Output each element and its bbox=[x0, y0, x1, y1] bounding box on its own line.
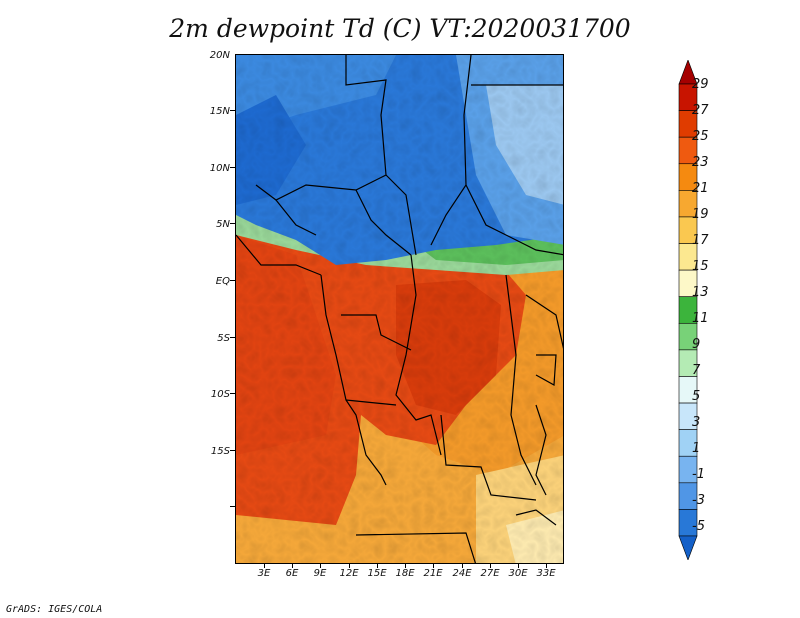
lon-tick bbox=[264, 564, 265, 568]
lon-tick bbox=[518, 564, 519, 568]
lon-tick bbox=[292, 564, 293, 568]
colorbar-label: -5 bbox=[692, 519, 705, 534]
lon-label-12e: 12E bbox=[339, 568, 359, 579]
lon-label-9e: 9E bbox=[313, 568, 327, 579]
colorbar-label: 1 bbox=[692, 441, 701, 456]
lon-tick bbox=[433, 564, 434, 568]
lat-tick bbox=[230, 280, 235, 281]
colorbar-label: 5 bbox=[692, 389, 701, 404]
lon-label-30e: 30E bbox=[508, 568, 528, 579]
colorbar-label: 7 bbox=[692, 363, 701, 378]
lat-tick bbox=[230, 450, 235, 451]
lon-label-18e: 18E bbox=[395, 568, 415, 579]
colorbar bbox=[678, 60, 698, 560]
lon-label-24e: 24E bbox=[452, 568, 472, 579]
colorbar-segment bbox=[678, 535, 698, 560]
colorbar-label: 13 bbox=[692, 285, 709, 300]
lon-tick bbox=[349, 564, 350, 568]
colorbar-label: 23 bbox=[692, 155, 709, 170]
lat-label-10s: 10S bbox=[210, 389, 230, 400]
lat-tick bbox=[230, 110, 235, 111]
colorbar-label: 29 bbox=[692, 77, 709, 92]
map-panel bbox=[235, 54, 564, 564]
lat-label-10n: 10N bbox=[209, 163, 230, 174]
lat-tick bbox=[230, 337, 235, 338]
lon-label-15e: 15E bbox=[367, 568, 387, 579]
colorbar-label: 15 bbox=[692, 259, 709, 274]
lat-label-eq: EQ bbox=[215, 276, 230, 287]
colorbar-label: 17 bbox=[692, 233, 709, 248]
lon-label-3e: 3E bbox=[257, 568, 271, 579]
lon-tick bbox=[462, 564, 463, 568]
map-title: 2m dewpoint Td (C) VT:2020031700 bbox=[169, 14, 631, 43]
lon-label-21e: 21E bbox=[423, 568, 443, 579]
lat-label-5s: 5S bbox=[217, 333, 230, 344]
lat-tick bbox=[230, 393, 235, 394]
lat-label-20n: 20N bbox=[209, 50, 230, 61]
lon-tick bbox=[490, 564, 491, 568]
lat-tick bbox=[230, 223, 235, 224]
colorbar-label: 9 bbox=[692, 337, 701, 352]
colorbar-label: 21 bbox=[692, 181, 709, 196]
country-borders bbox=[236, 55, 563, 563]
dewpoint-field bbox=[236, 55, 563, 563]
colorbar-label: 11 bbox=[692, 311, 709, 326]
colorbar-label: 19 bbox=[692, 207, 709, 222]
lon-tick bbox=[546, 564, 547, 568]
colorbar-label: -1 bbox=[692, 467, 705, 482]
lon-tick bbox=[377, 564, 378, 568]
lat-tick bbox=[230, 167, 235, 168]
lon-tick bbox=[405, 564, 406, 568]
lat-label-5n: 5N bbox=[216, 219, 230, 230]
footer-credit: GrADS: IGES/COLA bbox=[6, 604, 103, 615]
colorbar-label: 25 bbox=[692, 129, 709, 144]
lat-tick bbox=[230, 506, 235, 507]
lon-tick bbox=[320, 564, 321, 568]
colorbar-label: 27 bbox=[692, 103, 709, 118]
lon-label-6e: 6E bbox=[285, 568, 299, 579]
lat-label-15n: 15N bbox=[209, 106, 230, 117]
colorbar-label: -3 bbox=[692, 493, 705, 508]
texture bbox=[236, 55, 563, 563]
lon-label-33e: 33E bbox=[536, 568, 556, 579]
colorbar-label: 3 bbox=[692, 415, 701, 430]
lat-label-15s: 15S bbox=[210, 446, 230, 457]
lon-label-27e: 27E bbox=[480, 568, 500, 579]
